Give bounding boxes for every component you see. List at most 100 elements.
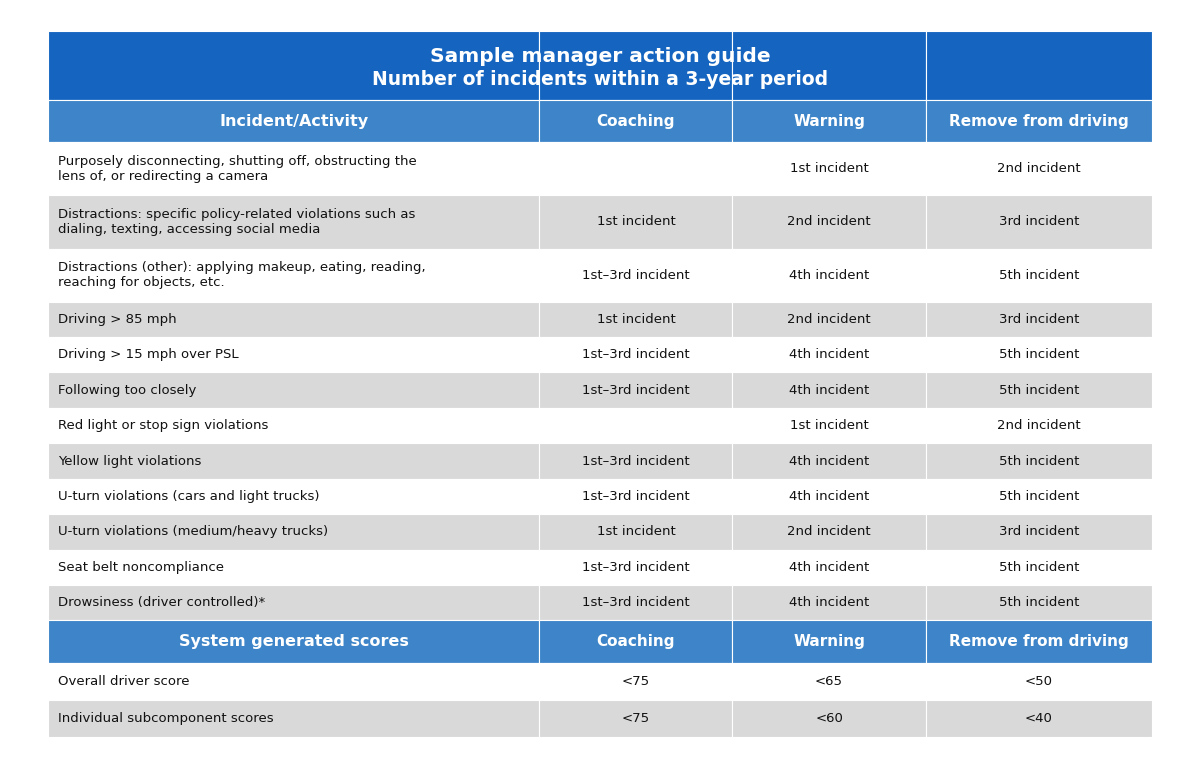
Bar (48, 408, 539, 443)
Bar (539, 408, 732, 443)
Text: 4th incident: 4th incident (788, 561, 869, 574)
Text: 3rd incident: 3rd incident (998, 313, 1079, 326)
Text: 4th incident: 4th incident (788, 348, 869, 361)
Text: 2nd incident: 2nd incident (787, 216, 871, 228)
Text: <75: <75 (622, 675, 650, 688)
Text: Following too closely: Following too closely (58, 384, 197, 397)
Text: 5th incident: 5th incident (998, 561, 1079, 574)
Text: Seat belt noncompliance: Seat belt noncompliance (58, 561, 224, 574)
Bar (539, 31, 732, 100)
Bar (539, 142, 732, 195)
Text: 1st incident: 1st incident (790, 162, 869, 175)
Text: 5th incident: 5th incident (998, 490, 1079, 503)
Text: Incident/Activity: Incident/Activity (220, 114, 368, 128)
Bar (539, 443, 732, 478)
Text: 1st–3rd incident: 1st–3rd incident (582, 269, 690, 282)
Bar (48, 585, 539, 621)
Text: 1st–3rd incident: 1st–3rd incident (582, 348, 690, 361)
Bar (925, 195, 1152, 249)
Bar (732, 663, 925, 700)
Text: 1st–3rd incident: 1st–3rd incident (582, 384, 690, 397)
Bar (732, 408, 925, 443)
Bar (925, 372, 1152, 408)
Text: Overall driver score: Overall driver score (58, 675, 190, 688)
Text: 2nd incident: 2nd incident (787, 525, 871, 538)
Text: Driving > 15 mph over PSL: Driving > 15 mph over PSL (58, 348, 239, 361)
Bar (539, 100, 732, 142)
Bar (732, 550, 925, 585)
Text: Coaching: Coaching (596, 114, 676, 128)
Bar (732, 337, 925, 372)
Bar (925, 31, 1152, 100)
Bar (925, 585, 1152, 621)
Bar (48, 31, 539, 100)
Bar (48, 621, 539, 663)
Text: 5th incident: 5th incident (998, 348, 1079, 361)
Bar (732, 302, 925, 337)
Text: Remove from driving: Remove from driving (949, 634, 1129, 649)
Text: 3rd incident: 3rd incident (998, 216, 1079, 228)
Bar (732, 142, 925, 195)
Text: Remove from driving: Remove from driving (949, 114, 1129, 128)
Bar (925, 302, 1152, 337)
Text: 1st–3rd incident: 1st–3rd incident (582, 561, 690, 574)
Text: Warning: Warning (793, 634, 865, 649)
Bar (925, 249, 1152, 302)
Text: 5th incident: 5th incident (998, 269, 1079, 282)
Text: 1st incident: 1st incident (596, 216, 676, 228)
Text: Driving > 85 mph: Driving > 85 mph (58, 313, 176, 326)
Text: <65: <65 (815, 675, 844, 688)
Bar (732, 700, 925, 737)
Text: Distractions: specific policy-related violations such as
dialing, texting, acces: Distractions: specific policy-related vi… (58, 208, 415, 236)
Bar (48, 514, 539, 550)
Bar (732, 585, 925, 621)
Bar (539, 337, 732, 372)
Bar (925, 621, 1152, 663)
Text: 4th incident: 4th incident (788, 455, 869, 468)
Bar (732, 31, 925, 100)
Bar (48, 478, 539, 514)
Bar (925, 408, 1152, 443)
Text: Number of incidents within a 3-year period: Number of incidents within a 3-year peri… (372, 70, 828, 88)
Bar (539, 663, 732, 700)
Bar (732, 478, 925, 514)
Text: 1st incident: 1st incident (596, 313, 676, 326)
Text: <40: <40 (1025, 712, 1052, 725)
Bar (48, 550, 539, 585)
Bar (732, 621, 925, 663)
Text: Distractions (other): applying makeup, eating, reading,
reaching for objects, et: Distractions (other): applying makeup, e… (58, 261, 426, 289)
Bar (48, 302, 539, 337)
Bar (539, 700, 732, 737)
Text: 3rd incident: 3rd incident (998, 525, 1079, 538)
Text: U-turn violations (cars and light trucks): U-turn violations (cars and light trucks… (58, 490, 319, 503)
Text: Yellow light violations: Yellow light violations (58, 455, 202, 468)
Bar (925, 514, 1152, 550)
Bar (48, 249, 539, 302)
Bar (925, 337, 1152, 372)
Bar (732, 443, 925, 478)
Bar (48, 443, 539, 478)
Bar (539, 372, 732, 408)
Text: 1st–3rd incident: 1st–3rd incident (582, 490, 690, 503)
Bar (48, 142, 539, 195)
Bar (539, 195, 732, 249)
Bar (48, 100, 539, 142)
Bar (539, 514, 732, 550)
Bar (732, 372, 925, 408)
Bar (925, 663, 1152, 700)
Bar (539, 302, 732, 337)
Text: U-turn violations (medium/heavy trucks): U-turn violations (medium/heavy trucks) (58, 525, 328, 538)
Bar (539, 585, 732, 621)
Bar (48, 372, 539, 408)
Bar (732, 100, 925, 142)
Text: Sample manager action guide: Sample manager action guide (430, 47, 770, 66)
Bar (539, 478, 732, 514)
Bar (732, 249, 925, 302)
Text: Red light or stop sign violations: Red light or stop sign violations (58, 419, 269, 432)
Text: Coaching: Coaching (596, 634, 676, 649)
Text: 4th incident: 4th incident (788, 490, 869, 503)
Bar (48, 195, 539, 249)
Text: System generated scores: System generated scores (179, 634, 408, 649)
Bar (925, 100, 1152, 142)
Text: 1st–3rd incident: 1st–3rd incident (582, 596, 690, 609)
